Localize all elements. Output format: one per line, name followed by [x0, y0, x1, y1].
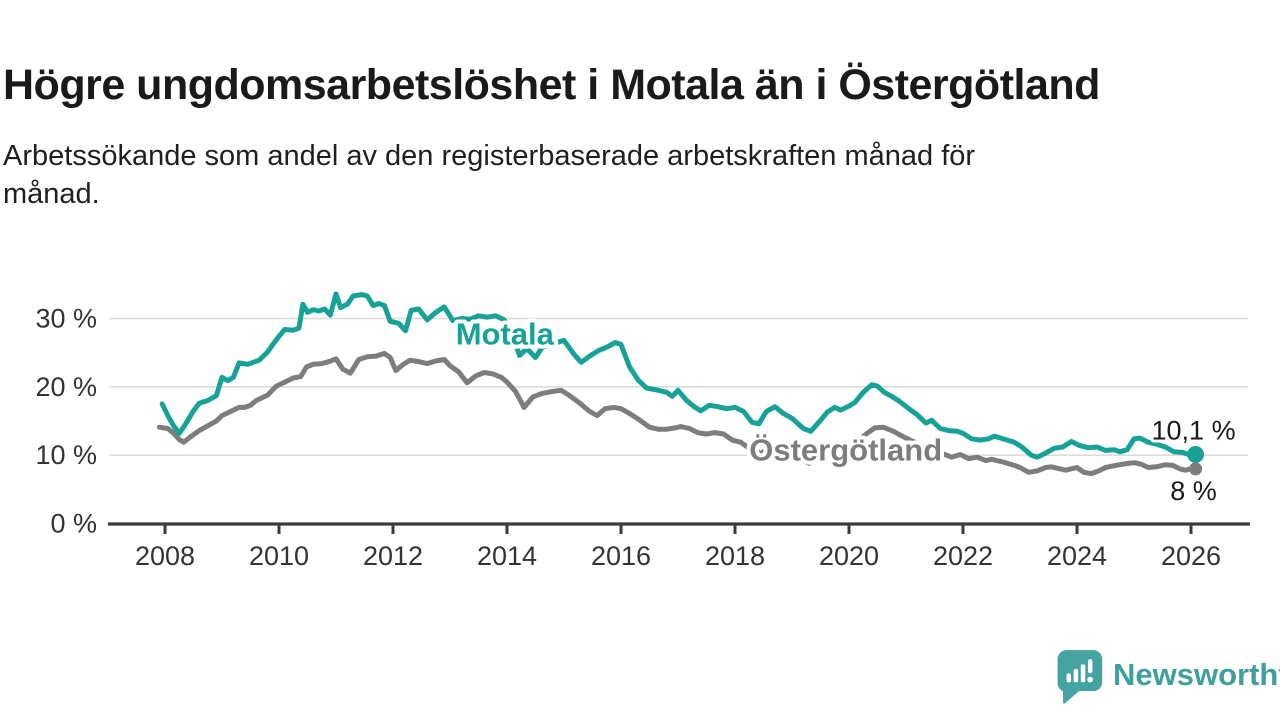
end-dot-motala [1187, 445, 1205, 463]
series-line-motala [159, 291, 1199, 460]
page-title: Högre ungdomsarbetslöshet i Motala än i … [3, 60, 1100, 109]
x-tick-label: 2024 [1047, 541, 1107, 571]
y-tick-label: 20 % [35, 372, 97, 402]
x-tick-label: 2008 [135, 541, 195, 571]
series-label-motala: Motala [456, 317, 555, 352]
logo-text: Newsworthy [1113, 657, 1280, 692]
y-tick-label: 10 % [35, 440, 97, 470]
chart-subtitle-line-2: månad. [3, 178, 100, 210]
speech-bubble-shape [1057, 650, 1103, 704]
chart-subtitle: Arbetssökande som andel av den registerb… [3, 137, 1203, 213]
bar-chart-speech-bubble-icon [1054, 648, 1104, 709]
x-tick-label: 2016 [591, 541, 651, 571]
x-tick-label: 2012 [363, 541, 423, 571]
series-line-ostergotland [156, 350, 1199, 477]
x-tick-label: 2010 [249, 541, 309, 571]
x-tick-label: 2020 [819, 541, 879, 571]
x-tick-label: 2014 [477, 541, 537, 571]
end-dot-ostergotland [1189, 462, 1203, 476]
x-tick-label: 2026 [1161, 541, 1221, 571]
end-value-label-ostergotland: 8 % [1170, 476, 1217, 506]
newsworthy-logo[interactable]: Newsworthy [1054, 648, 1280, 704]
chart-subtitle-line-1: Arbetssökande som andel av den registerb… [3, 140, 976, 172]
y-tick-label: 0 % [50, 509, 97, 539]
end-value-label-motala: 10,1 % [1152, 415, 1236, 445]
series-label-ostergotland: Östergötland [749, 433, 942, 468]
x-tick-label: 2018 [705, 541, 765, 571]
y-tick-label: 30 % [35, 304, 97, 334]
x-tick-label: 2022 [933, 541, 993, 571]
